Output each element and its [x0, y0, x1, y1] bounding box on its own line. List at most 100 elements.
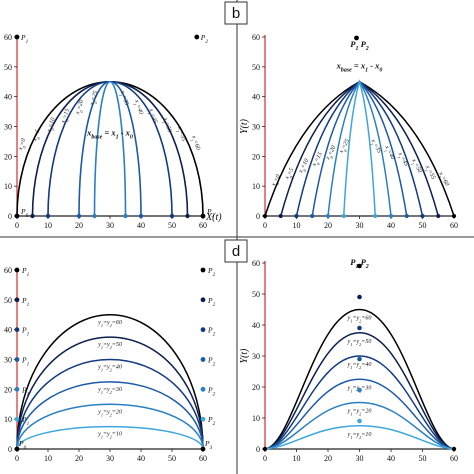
- curve-label: x0=20: [325, 145, 339, 162]
- control-point: [357, 356, 362, 362]
- series-line: [93, 80, 127, 217]
- series-line: [16, 336, 204, 450]
- curve-label: y1=y2=20: [347, 409, 372, 417]
- series-line: [264, 378, 455, 450]
- series-end-point: [169, 213, 175, 219]
- series-end-point: [436, 213, 441, 219]
- series-line: [264, 401, 455, 450]
- endpoint: [200, 446, 206, 452]
- y-tick-label: 0: [8, 445, 12, 454]
- curve-label: y1=y2=20: [97, 409, 122, 417]
- control-point: [357, 263, 362, 269]
- series-end-point: [420, 213, 425, 219]
- series-line: [264, 424, 455, 450]
- series-start-point: [294, 213, 299, 219]
- panel-c: 0 10 20 30 40 50 60 0 10 20 30 40 50 60 y1=y2=60 y1=y2=…: [4, 266, 216, 463]
- y-tick-label: 60: [4, 33, 12, 42]
- control-point: [14, 416, 20, 422]
- curve-label: y1=y2=10: [97, 432, 122, 440]
- x-tick-label: 40: [137, 221, 145, 230]
- series-end-point: [404, 213, 409, 219]
- x-tick-label: 30: [356, 454, 364, 463]
- endpoint-label: P0: [18, 439, 27, 451]
- curve-label: x1=50: [160, 116, 172, 133]
- curve-label: x1=35: [117, 89, 129, 106]
- series-start-point: [92, 213, 97, 219]
- series-line: [264, 355, 455, 450]
- series-end-point: [388, 213, 394, 219]
- series-line: [16, 80, 204, 217]
- y-tick-label: 0: [256, 445, 260, 454]
- panel-tag-label: b: [232, 5, 240, 22]
- control-point: [200, 213, 206, 219]
- x-tick-label: 10: [293, 454, 301, 463]
- curve-label: x1=60: [436, 170, 450, 187]
- x-tick-label: 40: [387, 221, 395, 230]
- control-point: [200, 386, 206, 392]
- point-label: P2: [207, 266, 216, 278]
- y-tick-label: 50: [4, 296, 12, 305]
- series-end-point: [373, 213, 378, 219]
- curve-label: x1=45: [395, 150, 410, 168]
- control-point: [14, 327, 20, 333]
- x-tick-label: 10: [44, 221, 52, 230]
- annotation-text: xbase = x1 - x0: [86, 127, 133, 140]
- control-point: [194, 34, 200, 40]
- y-tick-label: 30: [4, 356, 12, 365]
- y-tick-label: 40: [252, 321, 260, 330]
- control-point: [14, 297, 20, 303]
- y-axis-label: Y(t): [239, 348, 250, 364]
- curve-label: x0=0: [18, 138, 29, 153]
- x-tick-label: 30: [106, 221, 114, 230]
- x-tick-label: 60: [450, 454, 458, 463]
- y-tick-label: 50: [252, 290, 260, 299]
- point-label: P3: [206, 207, 215, 219]
- x-tick-label: 60: [450, 221, 458, 230]
- control-point: [200, 357, 206, 362]
- x-tick-label: 50: [419, 454, 427, 463]
- x-tick-label: 60: [199, 221, 207, 230]
- series-line: [264, 308, 455, 450]
- control-point: [200, 327, 206, 333]
- y-tick-label: 50: [4, 63, 12, 72]
- y-tick-label: 40: [4, 93, 12, 102]
- series-end-point: [185, 213, 190, 219]
- panel-tag-box: [224, 239, 248, 263]
- curve-label: y1=y2=10: [347, 432, 372, 440]
- point-label: P2: [207, 356, 216, 368]
- curve-label: x0=25: [338, 138, 352, 155]
- y-tick-label: 50: [252, 63, 260, 72]
- point-label: P1: [21, 356, 30, 368]
- series-line: [343, 79, 376, 217]
- point-label: P1 P2: [350, 39, 369, 52]
- control-point: [200, 297, 206, 303]
- point-label: P1: [21, 415, 30, 427]
- x-tick-label: 20: [75, 454, 83, 463]
- y-tick-label: 20: [252, 152, 260, 161]
- point-label: P1: [20, 33, 29, 45]
- y-tick-label: 10: [4, 415, 12, 424]
- curve-label: y1=y2=60: [97, 320, 122, 328]
- curve-label: x0=5: [284, 167, 297, 182]
- series-start-point: [310, 213, 315, 219]
- control-point: [357, 294, 362, 300]
- x-tick-label: 0: [263, 221, 267, 230]
- curve-label: x1=55: [174, 125, 186, 142]
- x-tick-label: 50: [168, 221, 176, 230]
- y-tick-label: 40: [252, 93, 260, 102]
- curve-label: y1=y2=40: [347, 361, 372, 370]
- y-tick-label: 30: [4, 123, 12, 132]
- series-end-point: [123, 213, 128, 219]
- curve-label: y1=y2=50: [347, 339, 372, 347]
- curve-label: y1=y2=40: [97, 364, 122, 373]
- point-label: P1: [21, 326, 30, 338]
- series-start-point: [45, 213, 51, 219]
- curve-label: y1=y2=30: [97, 387, 122, 395]
- series-line: [16, 358, 204, 450]
- point-label: P2: [207, 296, 216, 308]
- series-start-point: [76, 213, 82, 219]
- series-line: [16, 314, 204, 450]
- curve-label: x0=0: [270, 174, 283, 189]
